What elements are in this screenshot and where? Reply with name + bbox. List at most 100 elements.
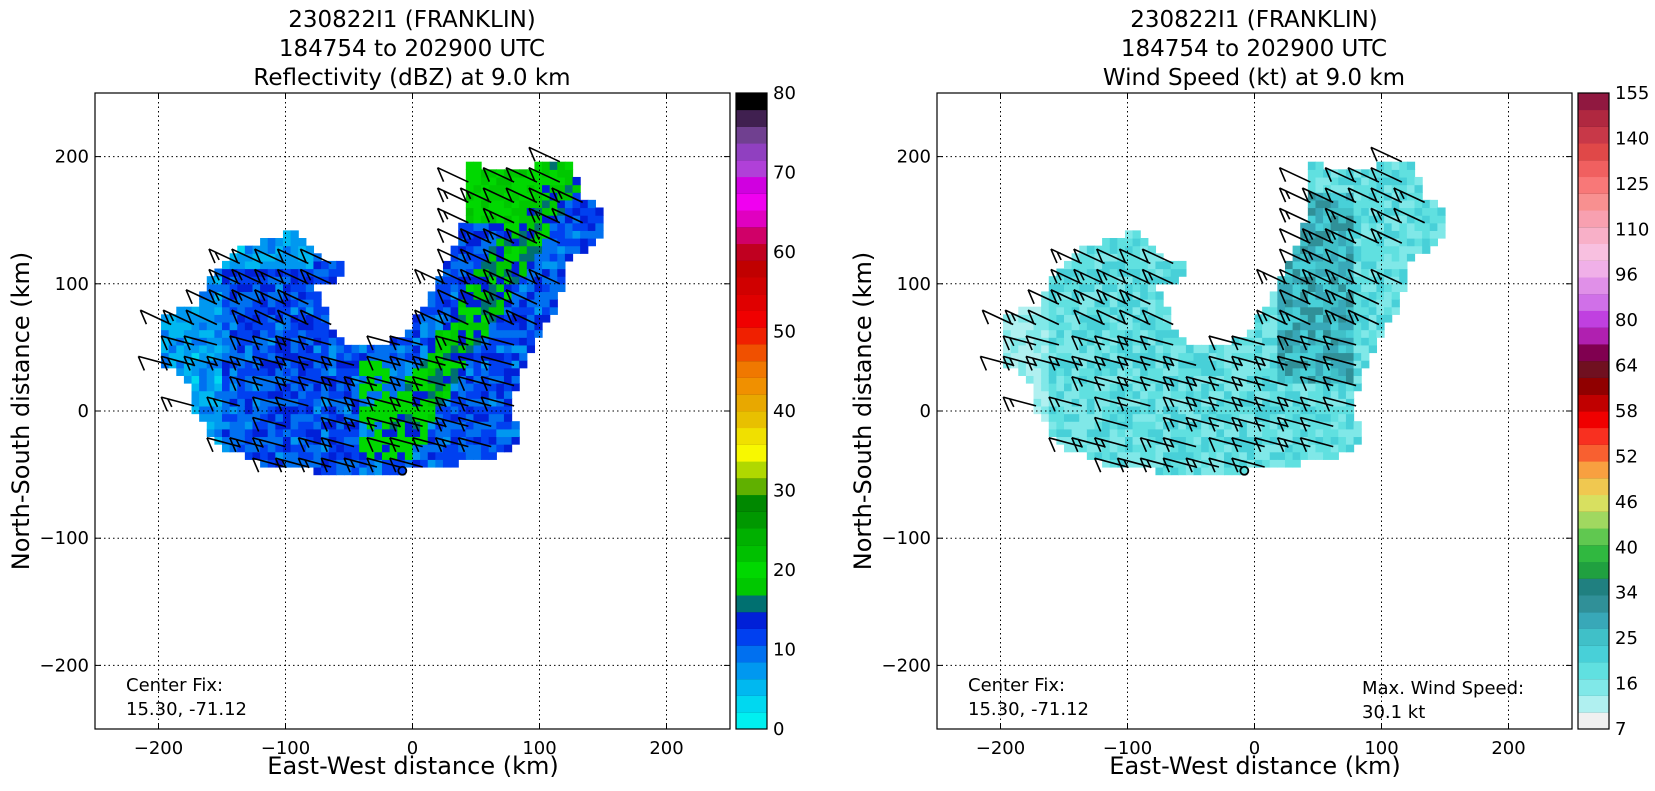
field-cell (481, 260, 490, 270)
field-cell (1231, 413, 1240, 422)
colorbar-tick-label: 140 (1615, 128, 1649, 149)
field-cell (1163, 260, 1172, 270)
field-cell (176, 321, 185, 331)
field-cell (214, 268, 223, 277)
field-cell (503, 444, 513, 453)
field-cell (473, 436, 482, 445)
field-cell (1147, 352, 1157, 361)
wind-barb-flag (1073, 248, 1081, 264)
field-cell (1155, 428, 1164, 438)
field-cell (473, 238, 482, 247)
field-cell (1300, 451, 1309, 460)
field-cell (1262, 344, 1271, 354)
field-cell (1163, 329, 1172, 338)
field-cell (557, 176, 566, 186)
field-cell (1422, 199, 1431, 209)
colorbar-segment (736, 611, 767, 629)
field-cell (1147, 268, 1157, 277)
field-cell (1353, 383, 1362, 392)
field-cell (519, 306, 528, 315)
wind-barb-flag (253, 309, 262, 325)
wind-barb-flag (488, 271, 495, 281)
field-cell (1300, 238, 1309, 247)
field-cell (1086, 375, 1096, 384)
field-cell (222, 436, 231, 445)
field-cell (580, 199, 589, 209)
field-cell (229, 367, 238, 376)
field-cell (275, 390, 284, 399)
field-cell (465, 390, 475, 399)
grid-lines (95, 93, 730, 729)
field-cell (1132, 413, 1141, 422)
wind-barb-shaft (1073, 289, 1105, 305)
wind-barb-flag (420, 271, 426, 281)
wind-barb-flag (1116, 356, 1125, 371)
field-cell (458, 314, 467, 323)
field-cell (1102, 360, 1111, 369)
field-cell (1292, 283, 1301, 293)
wind-barb-shaft (389, 375, 423, 387)
field-cell (1064, 337, 1073, 346)
field-cell (473, 383, 482, 392)
field-cell (1269, 321, 1278, 331)
field-cell (511, 306, 520, 315)
wind-barb-shaft (1231, 355, 1265, 366)
field-cell (481, 444, 490, 453)
wind-barb-flag (1146, 439, 1152, 448)
wind-barb-shaft (1185, 396, 1220, 407)
field-cell (1041, 398, 1050, 407)
wind-barb-flag (1301, 187, 1310, 203)
wind-barb-flag (1009, 398, 1015, 408)
wind-barb-flag (229, 437, 237, 453)
field-cell (275, 260, 284, 270)
wind-barb-flag (1237, 418, 1244, 428)
field-cell (465, 367, 475, 376)
field-cell (282, 428, 292, 438)
colorbar-segment (1578, 109, 1609, 127)
field-cell (366, 436, 375, 445)
wind-barb-flag (1231, 457, 1239, 473)
field-cell (481, 199, 490, 209)
field-cell (1086, 268, 1096, 277)
wind-barb-flag (1056, 251, 1062, 261)
field-cell (1239, 383, 1248, 392)
wind-barb-shaft (208, 248, 241, 265)
field-cell (214, 421, 223, 430)
field-cell (206, 413, 215, 422)
field-cell (1345, 428, 1355, 438)
wind-barb-shaft (162, 309, 195, 326)
wind-barb-flag (1208, 437, 1216, 453)
wind-barb-shaft (1094, 416, 1128, 428)
field-cell (1117, 459, 1126, 468)
field-cell (473, 329, 482, 338)
field-cell (1323, 238, 1332, 247)
field-cell (351, 428, 360, 438)
field-cell (1086, 367, 1096, 376)
wind-barb-flag (1071, 356, 1079, 371)
field-cell (1231, 375, 1240, 384)
field-cell (1361, 199, 1370, 209)
field-cell (290, 291, 299, 300)
field-cell (382, 444, 391, 453)
field-cell (1155, 413, 1164, 422)
field-cell (244, 375, 254, 384)
wind-barb-flag (1118, 289, 1127, 305)
field-cell (481, 352, 490, 361)
field-cell (237, 337, 246, 346)
center-fix-value: 15.30, -71.12 (968, 699, 1089, 720)
field-cell (1094, 405, 1103, 415)
wind-barb-flag (1330, 312, 1337, 322)
field-cell (1140, 321, 1149, 331)
wind-barb-shaft (231, 268, 263, 285)
wind-barb-shaft (366, 396, 401, 407)
field-cell (511, 268, 520, 277)
field-cell (282, 253, 292, 262)
field-cell (374, 451, 383, 460)
field-cell (1307, 283, 1317, 293)
field-cell (1109, 405, 1118, 415)
field-cell (229, 375, 238, 384)
field-cell (1056, 344, 1065, 354)
field-cell (1147, 444, 1157, 453)
field-cell (450, 260, 459, 270)
field-cell (1163, 428, 1172, 438)
